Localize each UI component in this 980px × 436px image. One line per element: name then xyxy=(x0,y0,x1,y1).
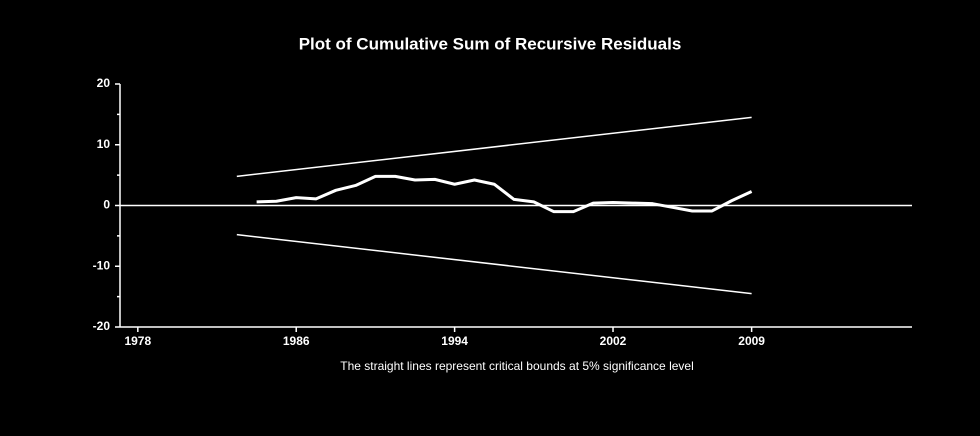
series-line xyxy=(256,174,753,214)
chart-note: The straight lines represent critical bo… xyxy=(340,359,694,373)
y-tick-label: 0 xyxy=(103,198,110,212)
chart-title: Plot of Cumulative Sum of Recursive Resi… xyxy=(299,34,682,53)
y-tick-label: -20 xyxy=(93,319,111,333)
y-tick-label: -10 xyxy=(93,258,111,272)
x-tick-label: 1986 xyxy=(283,334,310,348)
x-tick-label: 1994 xyxy=(441,334,468,348)
y-tick-label: 10 xyxy=(97,137,111,151)
x-tick-label: 2009 xyxy=(738,334,765,348)
x-tick-label: 1978 xyxy=(124,334,151,348)
series-line xyxy=(236,116,752,178)
series-line xyxy=(236,233,752,295)
y-tick-label: 20 xyxy=(97,76,111,90)
x-tick-label: 2002 xyxy=(600,334,627,348)
